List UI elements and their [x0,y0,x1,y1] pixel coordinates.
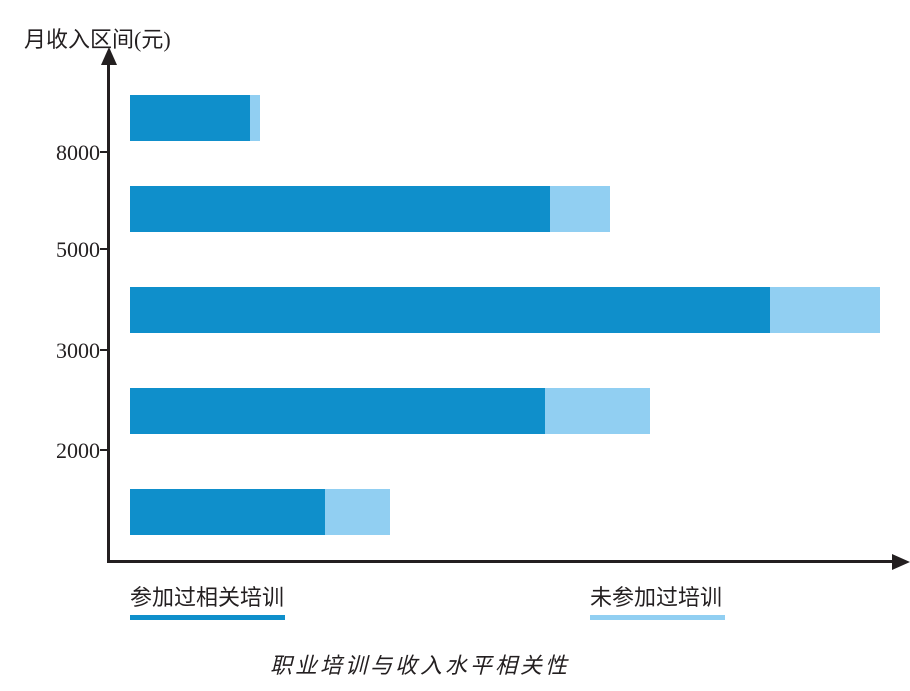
legend-trained: 参加过相关培训 [130,580,285,620]
y-label: 8000 [45,140,100,166]
bar-row [130,287,890,333]
bar-untrained [550,186,610,232]
x-axis-line [107,560,897,563]
bar-untrained [545,388,650,434]
bar-untrained [250,95,260,141]
chart-caption: 职业培训与收入水平相关性 [270,648,570,680]
bar-trained [130,388,545,434]
y-label: 5000 [45,237,100,263]
y-tick [100,449,110,451]
y-axis-line [107,53,110,563]
legend-label: 参加过相关培训 [130,580,285,612]
y-label: 3000 [45,338,100,364]
bar-trained [130,287,770,333]
y-tick [100,248,110,250]
legend-swatch [590,615,725,620]
bar-untrained [770,287,880,333]
x-axis-arrow [890,552,910,572]
y-label: 2000 [45,438,100,464]
y-tick [100,151,110,153]
bar-row [130,186,890,232]
legend-swatch [130,615,285,620]
bar-trained [130,186,550,232]
y-tick [100,349,110,351]
legend-label: 未参加过培训 [590,580,725,612]
y-axis-title: 月收入区间(元) [24,22,171,54]
bar-row [130,489,890,535]
y-axis-arrow [99,47,119,67]
bar-trained [130,489,325,535]
bar-row [130,388,890,434]
bar-row [130,95,890,141]
bar-untrained [325,489,390,535]
chart-container: 月收入区间(元) 8000 5000 3000 2000 参加 [0,0,910,691]
legend-untrained: 未参加过培训 [590,580,725,620]
bar-trained [130,95,250,141]
